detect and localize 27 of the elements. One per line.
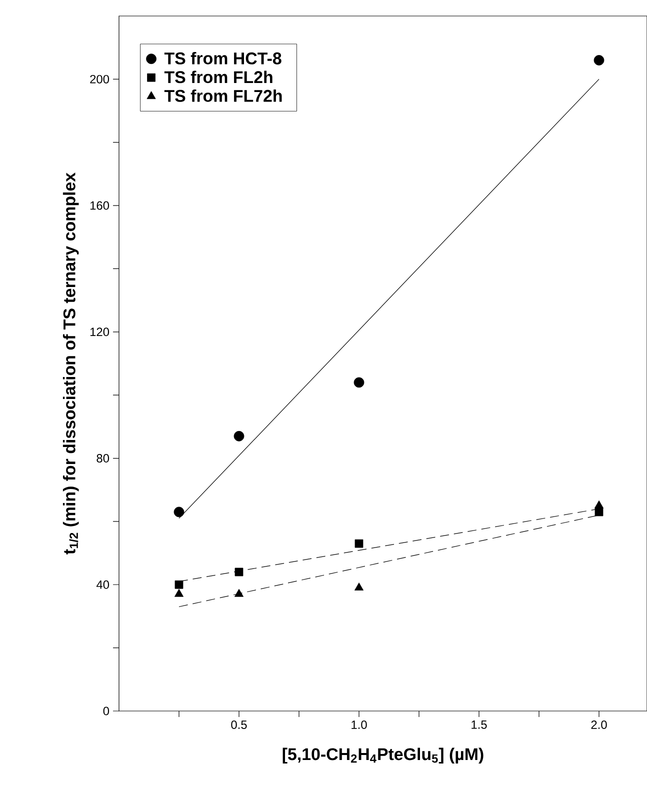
legend-label: TS from FL72h (164, 89, 282, 102)
y-tick-label: 120 (90, 328, 110, 336)
legend-label: TS from HCT-8 (164, 52, 282, 64)
point (174, 588, 184, 597)
legend-label: TS from FL2h (164, 70, 272, 84)
x-tick-label: 2.0 (591, 720, 607, 729)
point (174, 506, 184, 518)
point (594, 508, 604, 516)
x-tick-label: 1.5 (472, 720, 487, 729)
x-axis-title: [5,10-CH$_{2}$H$_{4}$PteGlu$_{5}$] (µM) (282, 748, 484, 764)
point (594, 55, 604, 66)
point (234, 588, 244, 597)
y-tick-label: 40 (96, 580, 110, 589)
x-tick-label: 1.0 (352, 720, 367, 729)
point (354, 582, 364, 590)
point (594, 500, 604, 508)
y-tick-label: 200 (90, 74, 110, 84)
point (234, 430, 244, 442)
point (354, 539, 364, 548)
x-tick-label: 0.5 (231, 720, 247, 729)
y-tick-label: 160 (90, 201, 110, 210)
y-tick-label: 80 (96, 454, 110, 462)
point (354, 377, 364, 388)
point (234, 568, 244, 576)
y-tick-label: 0 (103, 706, 110, 716)
point (174, 580, 184, 589)
y-axis-title: t$_{1/2}$ (min) for dissociation of TS ternary complex (62, 172, 79, 554)
